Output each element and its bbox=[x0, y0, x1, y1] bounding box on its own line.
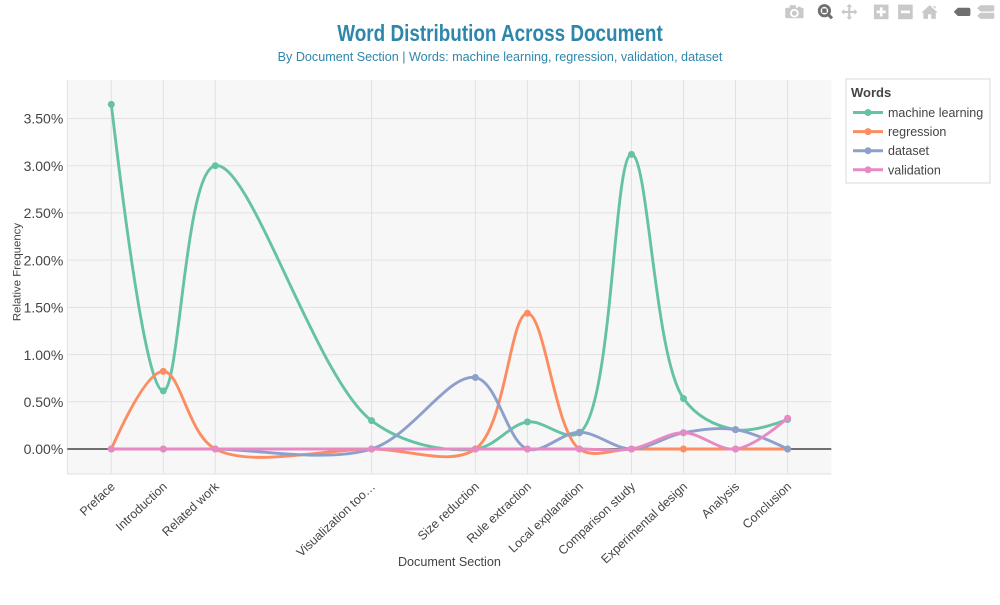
svg-text:Words: Words bbox=[851, 85, 891, 100]
svg-text:1.00%: 1.00% bbox=[24, 347, 64, 363]
svg-text:2.50%: 2.50% bbox=[24, 205, 64, 221]
svg-text:3.50%: 3.50% bbox=[24, 111, 64, 127]
svg-text:0.00%: 0.00% bbox=[24, 441, 64, 457]
svg-text:Relative Frequency: Relative Frequency bbox=[12, 223, 24, 321]
svg-text:dataset: dataset bbox=[888, 144, 930, 158]
svg-text:3.00%: 3.00% bbox=[24, 158, 64, 174]
svg-text:1.50%: 1.50% bbox=[24, 300, 64, 316]
svg-text:Document Section: Document Section bbox=[398, 555, 501, 569]
svg-text:0.50%: 0.50% bbox=[24, 394, 64, 410]
svg-text:2.00%: 2.00% bbox=[24, 252, 64, 268]
svg-text:validation: validation bbox=[888, 163, 941, 177]
svg-text:Word Distribution Across Docum: Word Distribution Across Document bbox=[337, 20, 663, 46]
svg-text:regression: regression bbox=[888, 125, 946, 139]
svg-text:By Document Section | Words: m: By Document Section | Words: machine lea… bbox=[278, 50, 723, 64]
svg-text:machine learning: machine learning bbox=[888, 106, 983, 120]
